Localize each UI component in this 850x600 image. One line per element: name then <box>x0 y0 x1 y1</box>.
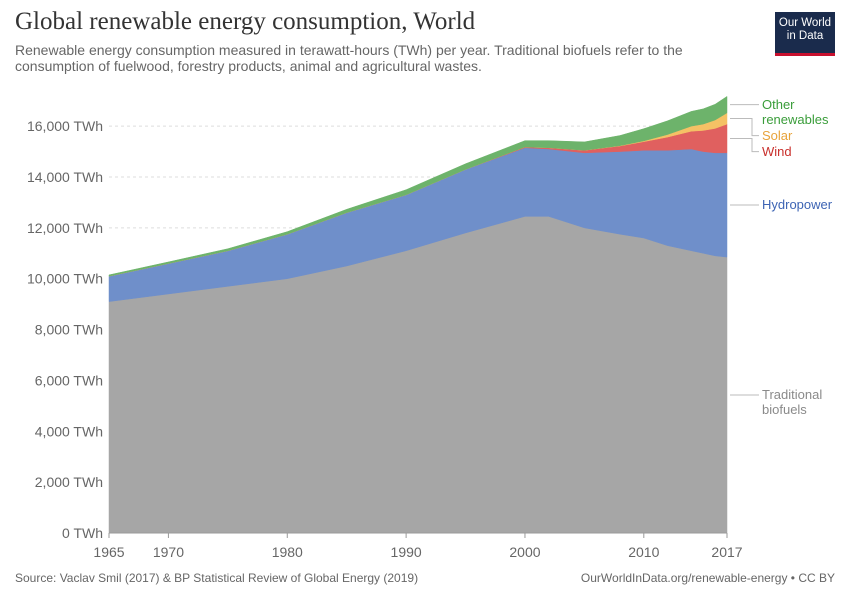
legend-label[interactable]: Wind <box>762 143 792 159</box>
logo-line: Our World <box>778 17 832 29</box>
x-tick-label: 2010 <box>628 544 659 560</box>
legend-connector <box>730 137 759 153</box>
x-tick-label: 2000 <box>509 544 540 560</box>
url[interactable]: OurWorldInData.org/renewable-energy • CC… <box>580 571 835 585</box>
x-tick-label: 1970 <box>153 544 184 560</box>
legend-label[interactable]: Solar <box>762 127 793 143</box>
x-tick-label: 1965 <box>93 544 124 560</box>
legend-label[interactable]: Other renewables <box>762 96 829 127</box>
y-tick-label: 10,000 TWh <box>27 271 103 287</box>
y-tick-label: 14,000 TWh <box>27 169 103 185</box>
source: Source: Vaclav Smil (2017) & BP Statisti… <box>15 571 419 585</box>
x-tick-label: 1980 <box>272 544 303 560</box>
legend-connector <box>730 118 759 137</box>
title: Global renewable energy consumption, Wor… <box>15 8 476 35</box>
subtitle: Renewable energy consumption measured in… <box>15 42 683 74</box>
y-tick-label: 16,000 TWh <box>27 118 103 134</box>
x-tick-label: 2017 <box>711 544 742 560</box>
legend-label[interactable]: Hydropower <box>762 196 833 212</box>
logo-line: in Data <box>786 30 824 42</box>
y-tick-label: 6,000 TWh <box>35 372 103 388</box>
y-tick-label: 4,000 TWh <box>35 423 103 439</box>
logo[interactable]: Our World in Data <box>775 12 835 56</box>
y-tick-label: 8,000 TWh <box>35 322 103 338</box>
y-tick-label: 12,000 TWh <box>27 220 103 236</box>
area <box>108 95 728 277</box>
y-tick-label: 2,000 TWh <box>35 474 103 490</box>
y-tick-label: 0 TWh <box>62 525 103 541</box>
legend-label[interactable]: Traditional biofuels <box>762 387 823 418</box>
x-tick-label: 1990 <box>391 544 422 560</box>
